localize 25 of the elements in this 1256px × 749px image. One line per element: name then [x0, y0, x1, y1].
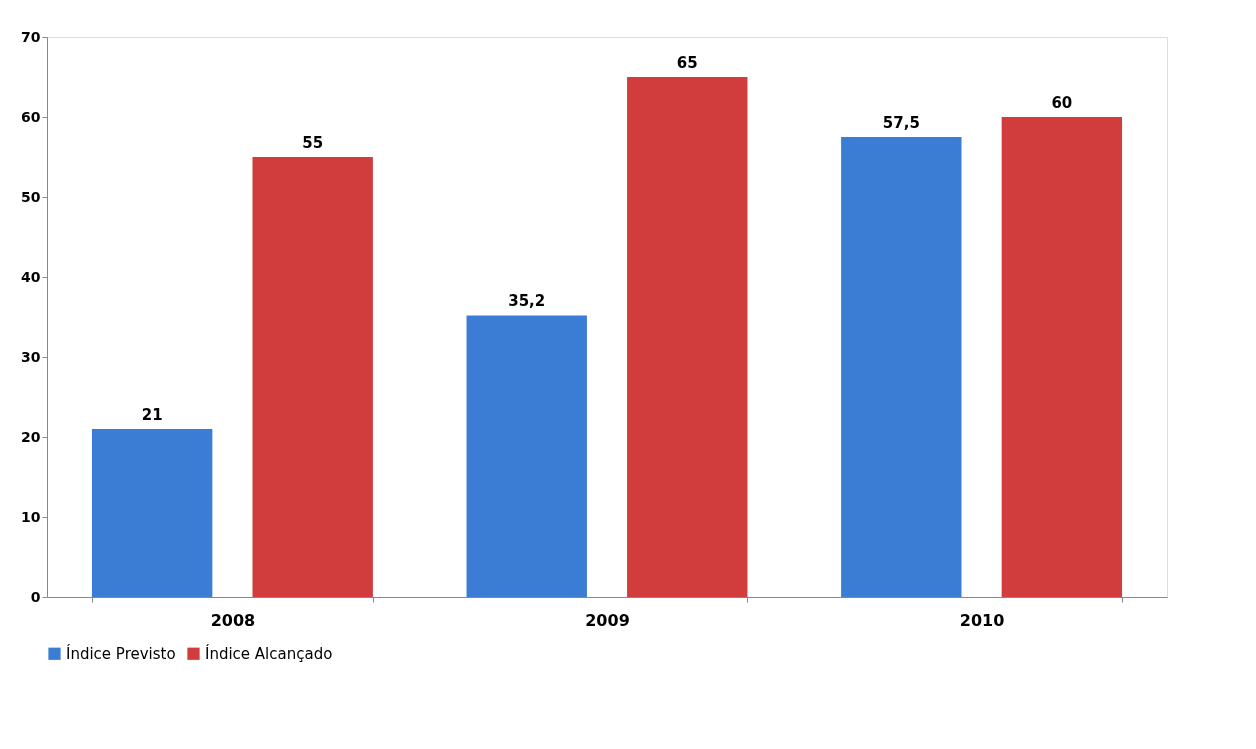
y-tick-label: 60 [21, 108, 41, 125]
data-label: 60 [1051, 94, 1073, 112]
bar [252, 157, 373, 597]
x-tick-label: 2009 [585, 610, 630, 630]
bar [841, 137, 962, 597]
legend-label: Índice Alcançado [205, 643, 333, 663]
data-label: 57,5 [882, 114, 920, 132]
bar [466, 315, 587, 597]
y-tick-label: 20 [21, 428, 41, 445]
x-tick-label: 2008 [210, 610, 256, 630]
bar [1001, 117, 1123, 597]
y-tick-label: 70 [21, 28, 41, 45]
x-tick-label: 2010 [959, 610, 1005, 630]
y-tick-label: 30 [21, 348, 41, 365]
bar [627, 77, 748, 597]
y-tick-label: 50 [21, 188, 41, 205]
data-label: 65 [676, 54, 698, 72]
y-tick-label: 0 [30, 588, 41, 605]
legend-label: Índice Previsto [66, 643, 176, 663]
bar [91, 429, 213, 597]
y-tick-label: 40 [21, 268, 41, 285]
data-label: 21 [141, 406, 163, 424]
y-tick-label: 10 [21, 508, 41, 525]
data-label: 55 [302, 134, 324, 152]
data-label: 35,2 [508, 292, 546, 311]
